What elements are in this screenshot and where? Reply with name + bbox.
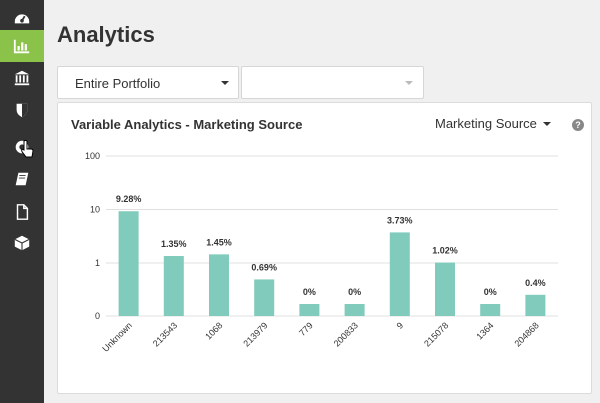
bar	[389, 232, 410, 316]
bar	[299, 304, 320, 316]
x-tick-label: 215078	[422, 320, 450, 348]
nav-shield[interactable]	[0, 94, 44, 126]
bar-value-label: 1.02%	[432, 246, 458, 256]
x-tick-label: 213543	[151, 320, 179, 348]
bar	[209, 254, 229, 316]
y-tick-label: 100	[85, 151, 100, 161]
x-tick-label: 1364	[474, 320, 495, 341]
document-icon	[16, 204, 29, 220]
dashboard-icon	[14, 14, 30, 24]
book-icon	[15, 172, 29, 186]
bar	[525, 294, 546, 316]
nav-document[interactable]	[0, 196, 44, 228]
chevron-down-icon	[405, 81, 413, 85]
nav-dashboard[interactable]	[0, 2, 44, 34]
chart-panel-title: Variable Analytics - Marketing Source	[71, 117, 303, 132]
bar-value-label: 0%	[348, 287, 361, 297]
sidebar	[0, 0, 44, 403]
bar-value-label: 1.45%	[206, 237, 232, 247]
bar-chart: 0 1 10 100 9.28% Unknown 1.35% 213543 1.45% 1068 0…	[85, 151, 558, 354]
bar-value-label: 3.73%	[387, 215, 413, 225]
chevron-down-icon	[221, 81, 229, 85]
x-tick-label: 1068	[203, 320, 224, 341]
secondary-select[interactable]	[241, 66, 424, 99]
bar	[344, 304, 365, 316]
bar	[254, 279, 275, 316]
analytics-icon	[13, 39, 30, 54]
bar-value-label: 9.28%	[116, 194, 142, 204]
portfolio-select-value: Entire Portfolio	[75, 76, 161, 91]
x-tick-label: Unknown	[100, 320, 134, 354]
x-tick-label: 200833	[332, 320, 360, 348]
nav-analytics[interactable]	[0, 30, 44, 62]
portfolio-select[interactable]: Entire Portfolio	[57, 66, 239, 99]
pointer-cursor-icon	[21, 140, 34, 158]
bar-value-label: 0%	[303, 287, 316, 297]
nav-book[interactable]	[0, 163, 44, 195]
chevron-down-icon[interactable]	[543, 122, 551, 126]
shield-icon	[16, 103, 28, 118]
bar	[163, 256, 184, 316]
x-tick-label: 204868	[512, 320, 540, 348]
nav-package[interactable]	[0, 227, 44, 259]
bar-value-label: 0%	[484, 287, 497, 297]
x-tick-label: 9	[395, 320, 406, 331]
y-tick-label: 0	[95, 311, 100, 321]
bar	[118, 211, 139, 316]
x-tick-label: 213979	[241, 320, 269, 348]
marketing-source-select[interactable]: Marketing Source	[435, 116, 537, 131]
bar	[435, 262, 455, 316]
x-tick-label: 779	[297, 320, 315, 338]
y-tick-label: 10	[90, 205, 100, 215]
nav-bank[interactable]	[0, 62, 44, 94]
bar	[480, 304, 501, 316]
bar-value-label: 0.69%	[251, 262, 277, 272]
bar-value-label: 0.4%	[525, 278, 546, 288]
help-icon[interactable]: ?	[572, 119, 584, 131]
bar-value-label: 1.35%	[161, 239, 187, 249]
y-tick-label: 1	[95, 258, 100, 268]
bank-icon	[14, 70, 30, 86]
chart-panel: Variable Analytics - Marketing Source Ma…	[57, 102, 592, 394]
package-icon	[14, 235, 30, 251]
page-title: Analytics	[57, 22, 155, 47]
